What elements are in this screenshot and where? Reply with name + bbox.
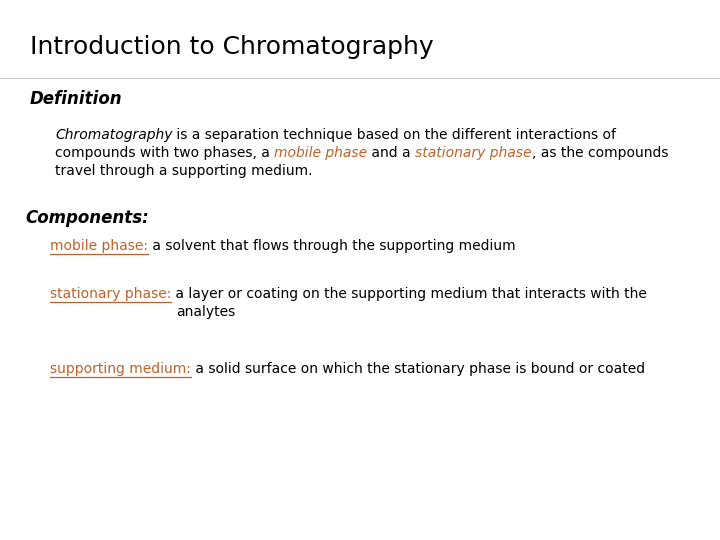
Text: a solvent that flows through the supporting medium: a solvent that flows through the support…	[148, 239, 516, 253]
Text: Components:: Components:	[25, 209, 149, 227]
Text: mobile phase: mobile phase	[274, 146, 367, 160]
Text: and a: and a	[367, 146, 415, 160]
Text: mobile phase:: mobile phase:	[50, 239, 148, 253]
Text: stationary phase: stationary phase	[415, 146, 532, 160]
Text: a solid surface on which the stationary phase is bound or coated: a solid surface on which the stationary …	[191, 362, 645, 376]
Text: Chromatography: Chromatography	[55, 128, 173, 142]
Text: supporting medium:: supporting medium:	[50, 362, 191, 376]
Text: compounds with two phases, a: compounds with two phases, a	[55, 146, 274, 160]
Text: , as the compounds: , as the compounds	[532, 146, 668, 160]
Text: travel through a supporting medium.: travel through a supporting medium.	[55, 164, 312, 178]
Text: Definition: Definition	[30, 90, 122, 108]
Text: is a separation technique based on the different interactions of: is a separation technique based on the d…	[173, 128, 616, 142]
Text: analytes: analytes	[176, 305, 235, 319]
Text: Introduction to Chromatography: Introduction to Chromatography	[30, 35, 433, 59]
Text: a layer or coating on the supporting medium that interacts with the: a layer or coating on the supporting med…	[171, 287, 647, 301]
Text: stationary phase:: stationary phase:	[50, 287, 171, 301]
